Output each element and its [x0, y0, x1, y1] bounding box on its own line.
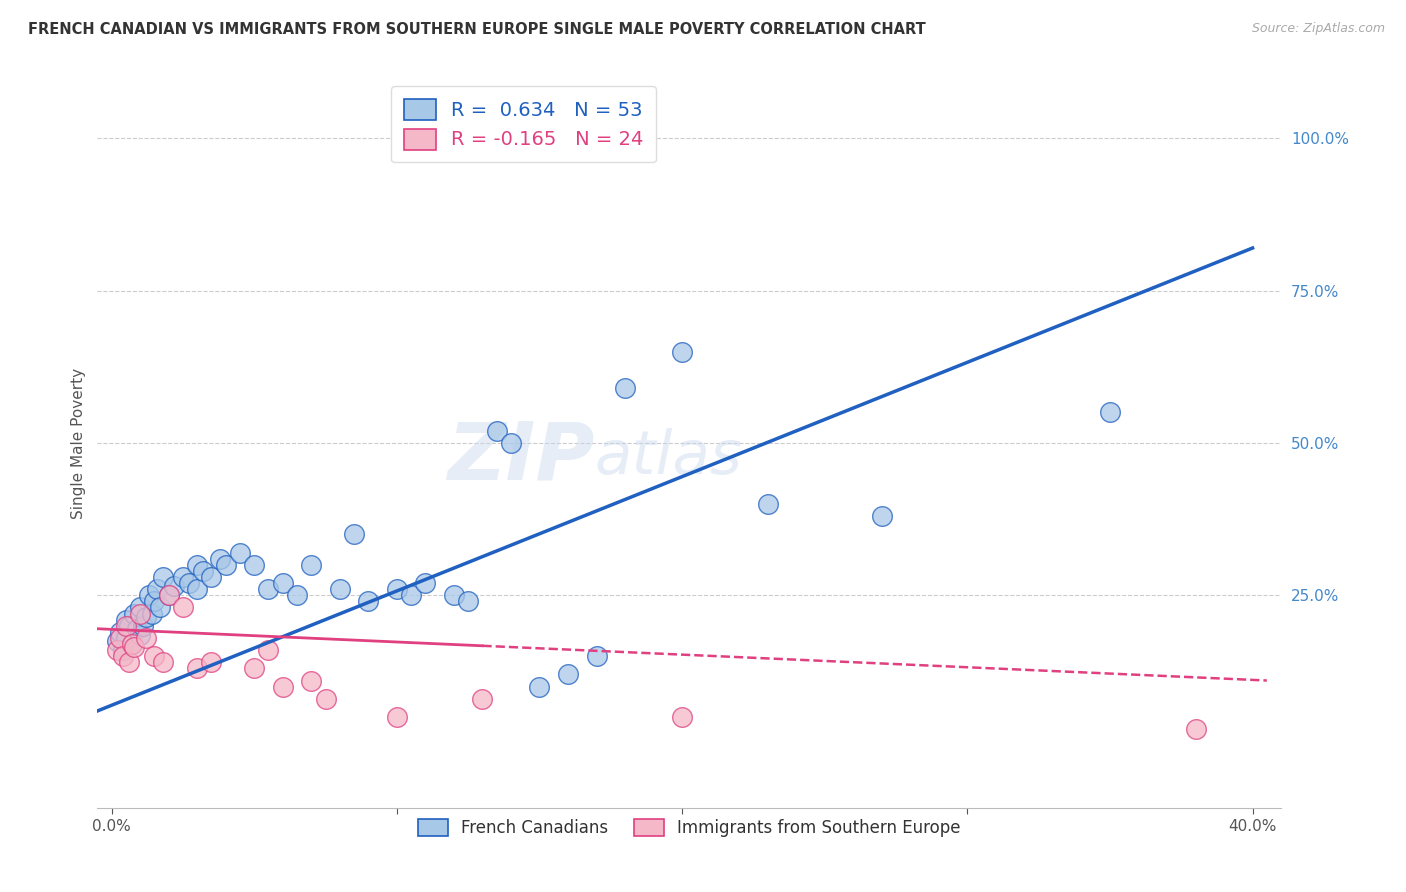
Point — [121, 637, 143, 651]
Point — [229, 545, 252, 559]
Point — [143, 649, 166, 664]
Point — [671, 710, 693, 724]
Point — [146, 582, 169, 596]
Point — [111, 643, 134, 657]
Point — [385, 710, 408, 724]
Point — [471, 691, 494, 706]
Point — [243, 661, 266, 675]
Point — [415, 576, 437, 591]
Point — [135, 609, 157, 624]
Point — [257, 582, 280, 596]
Point — [105, 643, 128, 657]
Y-axis label: Single Male Poverty: Single Male Poverty — [72, 368, 86, 518]
Point — [129, 607, 152, 621]
Point — [870, 509, 893, 524]
Point — [129, 600, 152, 615]
Point — [756, 497, 779, 511]
Point — [115, 631, 138, 645]
Point — [357, 594, 380, 608]
Point — [614, 381, 637, 395]
Point — [152, 570, 174, 584]
Point — [118, 618, 141, 632]
Point — [143, 594, 166, 608]
Point — [172, 600, 194, 615]
Point — [271, 680, 294, 694]
Text: ZIP: ZIP — [447, 418, 595, 497]
Point — [208, 551, 231, 566]
Point — [243, 558, 266, 572]
Point — [186, 661, 208, 675]
Point — [135, 631, 157, 645]
Point — [115, 613, 138, 627]
Point — [200, 655, 222, 669]
Point — [152, 655, 174, 669]
Point — [499, 436, 522, 450]
Legend: French Canadians, Immigrants from Southern Europe: French Canadians, Immigrants from Southe… — [412, 813, 967, 844]
Point — [149, 600, 172, 615]
Point — [157, 588, 180, 602]
Point — [118, 655, 141, 669]
Point — [124, 640, 146, 654]
Text: FRENCH CANADIAN VS IMMIGRANTS FROM SOUTHERN EUROPE SINGLE MALE POVERTY CORRELATI: FRENCH CANADIAN VS IMMIGRANTS FROM SOUTH… — [28, 22, 927, 37]
Point — [285, 588, 308, 602]
Point — [443, 588, 465, 602]
Point — [172, 570, 194, 584]
Point — [200, 570, 222, 584]
Point — [385, 582, 408, 596]
Point — [138, 588, 160, 602]
Point — [127, 622, 149, 636]
Point — [257, 643, 280, 657]
Point — [129, 628, 152, 642]
Point — [329, 582, 352, 596]
Point — [132, 618, 155, 632]
Point — [315, 691, 337, 706]
Point — [299, 558, 322, 572]
Point — [121, 637, 143, 651]
Point — [108, 624, 131, 639]
Point — [557, 667, 579, 681]
Text: Source: ZipAtlas.com: Source: ZipAtlas.com — [1251, 22, 1385, 36]
Point — [299, 673, 322, 688]
Point — [215, 558, 238, 572]
Point — [141, 607, 163, 621]
Point — [485, 424, 508, 438]
Point — [671, 344, 693, 359]
Point — [585, 649, 607, 664]
Point — [105, 634, 128, 648]
Point — [457, 594, 479, 608]
Point — [191, 564, 214, 578]
Point — [343, 527, 366, 541]
Point — [1184, 723, 1206, 737]
Point — [115, 618, 138, 632]
Point — [177, 576, 200, 591]
Point — [399, 588, 422, 602]
Point — [1098, 405, 1121, 419]
Point — [157, 588, 180, 602]
Point — [186, 582, 208, 596]
Point — [108, 631, 131, 645]
Point — [124, 607, 146, 621]
Point — [529, 680, 551, 694]
Text: atlas: atlas — [595, 428, 742, 487]
Point — [271, 576, 294, 591]
Point — [163, 579, 186, 593]
Point — [186, 558, 208, 572]
Point — [111, 649, 134, 664]
